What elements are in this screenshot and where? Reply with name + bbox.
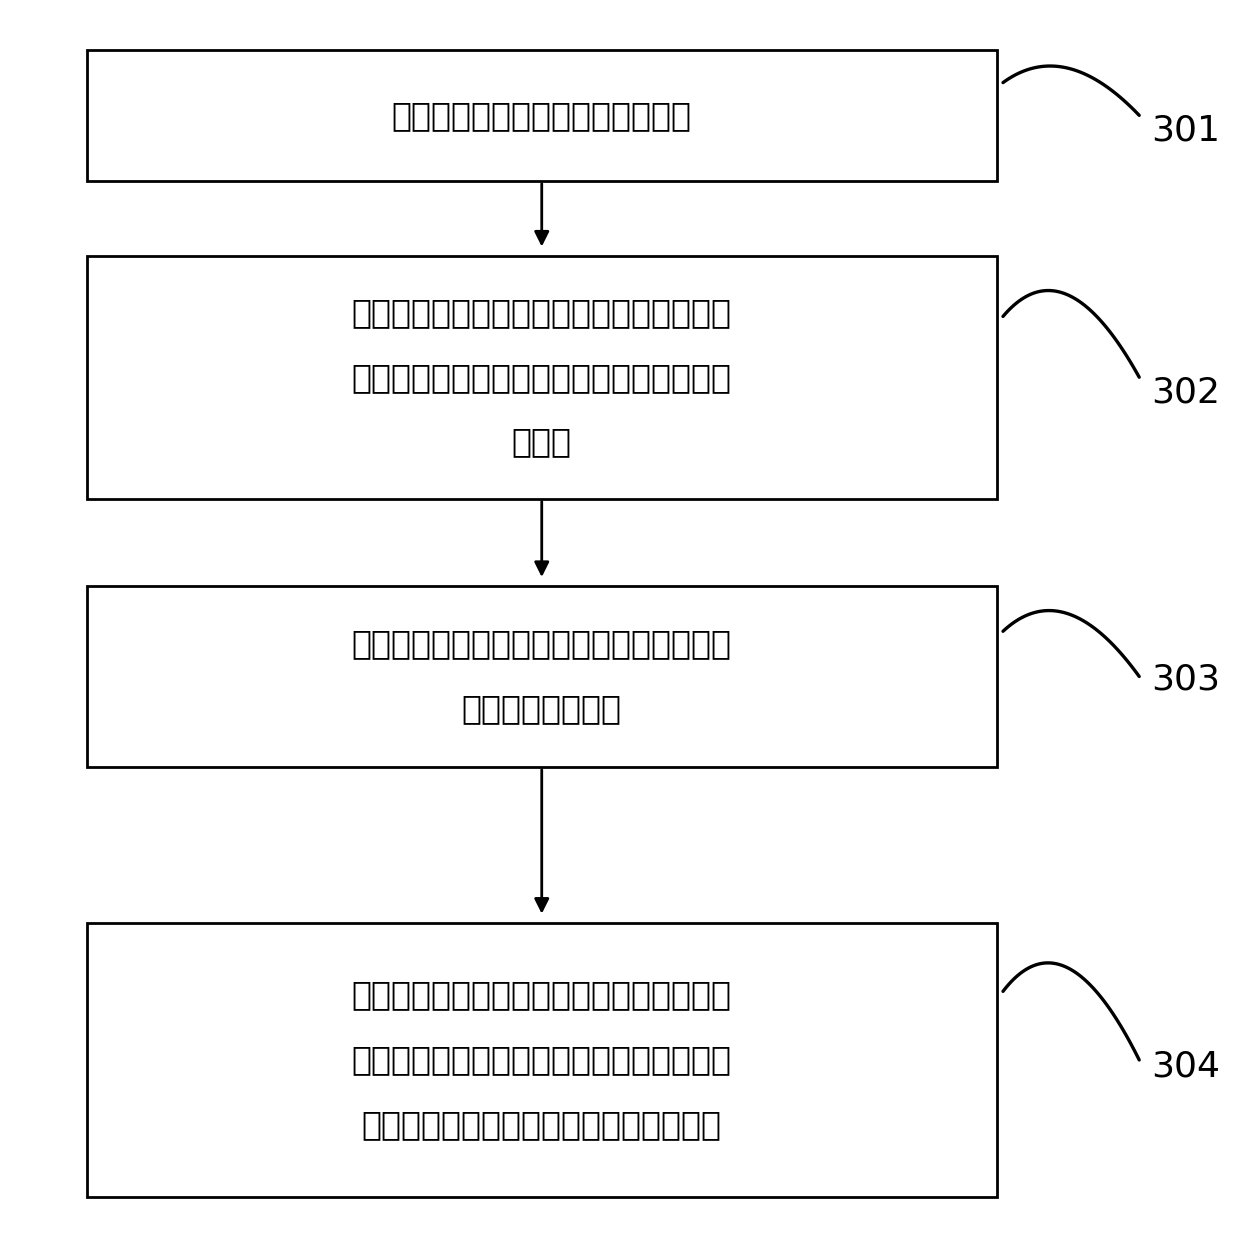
Text: 制升降组件将晶圆移动至与目标温度值对应: 制升降组件将晶圆移动至与目标温度值对应 (352, 360, 732, 394)
Bar (87, 923, 997, 1197)
Text: 304: 304 (1152, 1049, 1220, 1084)
Text: 将实测温度值与目标温度值进行实时对比，: 将实测温度值与目标温度值进行实时对比， (352, 979, 732, 1011)
Bar (87, 256, 997, 499)
Bar (87, 50, 997, 181)
Text: 通过测温组件对晶圆进行实时监测，以得到: 通过测温组件对晶圆进行实时监测，以得到 (352, 627, 732, 661)
Text: 303: 303 (1152, 662, 1220, 697)
Text: 使晶圆达到目标温度值，并进行当前工艺: 使晶圆达到目标温度值，并进行当前工艺 (362, 1109, 722, 1141)
Text: 并且根据对比结果控制升降组件进行升降，: 并且根据对比结果控制升降组件进行升降， (352, 1044, 732, 1076)
Text: 301: 301 (1152, 113, 1220, 148)
Text: 根据预先建立的控制模型和目标温度值，控: 根据预先建立的控制模型和目标温度值，控 (352, 296, 732, 329)
Text: 的工位: 的工位 (512, 425, 572, 459)
Bar (87, 586, 997, 767)
Text: 晶圆的实测温度值: 晶圆的实测温度值 (461, 692, 621, 726)
Text: 302: 302 (1152, 375, 1220, 410)
Text: 获取当前工艺配方中的目标温度值: 获取当前工艺配方中的目标温度值 (392, 99, 692, 132)
